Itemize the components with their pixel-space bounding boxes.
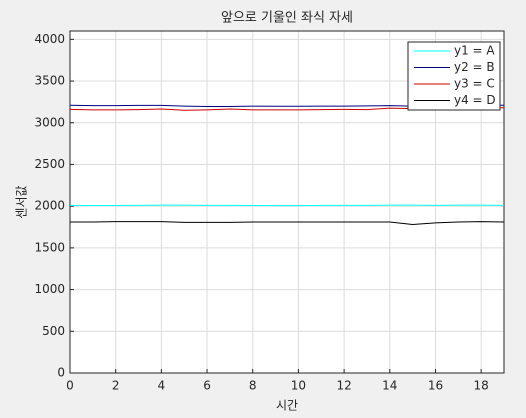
chart-title: 앞으로 기울인 좌식 자세 (221, 11, 353, 26)
y-tick-label: 1500 (34, 240, 65, 254)
y-axis-label: 센서값 (15, 185, 29, 218)
x-tick-label: 10 (291, 379, 306, 393)
x-tick-label: 4 (158, 379, 166, 393)
y-tick-label: 0 (57, 366, 65, 380)
y-tick-label: 2000 (34, 199, 65, 213)
x-tick-label: 0 (66, 379, 74, 393)
axes-box (69, 30, 505, 374)
x-tick-label: 12 (336, 379, 351, 393)
legend: y1 = A y2 = B y3 = C y4 = D (407, 41, 501, 111)
series-line (69, 204, 505, 207)
x-axis-label: 시간 (276, 399, 298, 413)
legend-label: y3 = C (454, 77, 495, 91)
y-tick-label: 500 (42, 324, 65, 338)
legend-box (407, 41, 501, 111)
x-tick-label: 6 (203, 379, 211, 393)
y-tick-label: 1000 (34, 282, 65, 296)
y-tick-label: 2500 (34, 157, 65, 171)
x-tick-label: 18 (474, 379, 489, 393)
x-tick-label: 14 (382, 379, 397, 393)
y-tick-label: 3000 (34, 115, 65, 129)
legend-label: y4 = D (454, 93, 496, 107)
y-tick-label: 4000 (34, 32, 65, 46)
x-tick-label: 8 (249, 379, 257, 393)
legend-label: y2 = B (454, 60, 495, 74)
x-tick-label: 16 (428, 379, 443, 393)
series-line (70, 221, 505, 226)
x-tick-label: 2 (112, 379, 120, 393)
legend-label: y1 = A (454, 44, 495, 58)
y-tick-label: 3500 (34, 74, 65, 88)
